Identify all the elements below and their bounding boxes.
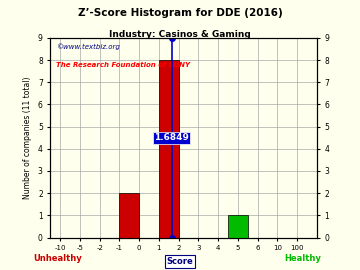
- Text: Score: Score: [167, 257, 193, 266]
- Text: Healthy: Healthy: [284, 254, 321, 263]
- Text: Unhealthy: Unhealthy: [33, 254, 82, 263]
- Bar: [159, 60, 179, 238]
- Text: Z’-Score Histogram for DDE (2016): Z’-Score Histogram for DDE (2016): [78, 8, 282, 18]
- Text: 1.6849: 1.6849: [154, 133, 189, 142]
- Text: Industry: Casinos & Gaming: Industry: Casinos & Gaming: [109, 30, 251, 39]
- Text: The Research Foundation of SUNY: The Research Foundation of SUNY: [56, 62, 190, 68]
- Bar: [120, 193, 139, 238]
- Bar: [228, 215, 248, 238]
- Text: ©www.textbiz.org: ©www.textbiz.org: [56, 44, 120, 50]
- Y-axis label: Number of companies (11 total): Number of companies (11 total): [23, 76, 32, 199]
